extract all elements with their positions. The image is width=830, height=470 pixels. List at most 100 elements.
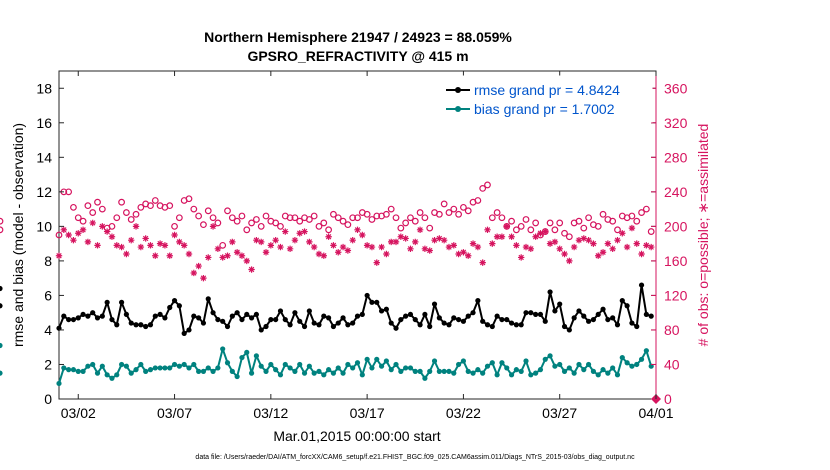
obs-assimilated-point bbox=[580, 235, 587, 242]
obs-assimilated-point bbox=[344, 247, 352, 254]
rmse-point bbox=[282, 316, 288, 323]
obs-assimilated-point bbox=[296, 230, 303, 237]
rmse-point bbox=[306, 308, 312, 314]
rmse-point bbox=[215, 316, 221, 323]
chart-subtitle: GPSRO_REFRACTIVITY @ 415 m bbox=[247, 48, 468, 64]
rmse-point bbox=[350, 320, 356, 326]
bias-point bbox=[61, 365, 67, 371]
obs-possible-point bbox=[147, 202, 154, 210]
bias-point bbox=[253, 353, 259, 359]
obs-possible-point bbox=[435, 210, 443, 218]
bias-point bbox=[518, 368, 524, 374]
bias-point bbox=[634, 361, 640, 368]
obs-possible-point bbox=[219, 241, 227, 249]
obs-assimilated-point bbox=[551, 238, 559, 246]
rmse-point bbox=[378, 308, 385, 314]
rmse-point bbox=[446, 322, 452, 328]
rmse-point bbox=[128, 320, 134, 326]
bias-point bbox=[528, 372, 534, 378]
rmse-point bbox=[157, 311, 163, 318]
obs-possible-point bbox=[460, 203, 467, 211]
obs-possible-point bbox=[614, 226, 621, 234]
rmse-point bbox=[186, 327, 192, 333]
bias-point bbox=[0, 370, 3, 376]
rmse-point bbox=[75, 315, 81, 321]
obs-possible-point bbox=[464, 207, 472, 215]
bias-point bbox=[364, 356, 370, 362]
bias-point bbox=[316, 368, 322, 374]
rmse-point bbox=[152, 313, 158, 319]
obs-assimilated-point bbox=[84, 238, 92, 246]
rmse-point bbox=[571, 315, 577, 321]
obs-assimilated-point bbox=[570, 243, 578, 251]
bias-point bbox=[186, 365, 192, 371]
x-tick-label: 03/12 bbox=[253, 405, 288, 421]
rmse-point bbox=[118, 299, 125, 305]
obs-assimilated-point bbox=[99, 223, 106, 230]
bias-point bbox=[504, 365, 510, 371]
bias-point bbox=[205, 365, 211, 371]
obs-possible-point bbox=[508, 217, 515, 225]
bias-point bbox=[619, 354, 625, 361]
bias-point bbox=[273, 367, 279, 373]
rmse-point bbox=[224, 323, 231, 330]
rmse-point bbox=[624, 303, 630, 309]
obs-possible-point bbox=[512, 226, 520, 234]
obs-possible-point bbox=[286, 214, 294, 222]
legend-rmse-marker bbox=[455, 87, 461, 93]
obs-possible-point bbox=[387, 205, 395, 213]
bias-point bbox=[109, 375, 115, 381]
bias-point bbox=[210, 368, 216, 374]
bias-point bbox=[56, 380, 62, 387]
obs-possible-point bbox=[339, 217, 347, 225]
obs-assimilated-point bbox=[412, 238, 419, 246]
bias-point bbox=[436, 368, 442, 374]
bias-point bbox=[441, 368, 447, 374]
y2-tick-label: 280 bbox=[664, 149, 688, 165]
bias-point bbox=[0, 342, 3, 349]
obs-possible-point bbox=[195, 212, 203, 220]
bias-point bbox=[104, 372, 110, 378]
obs-assimilated-point bbox=[335, 249, 342, 256]
bias-point bbox=[412, 368, 418, 374]
obs-possible-point bbox=[243, 226, 251, 234]
obs-assimilated-point bbox=[484, 226, 491, 234]
bias-point bbox=[234, 373, 240, 380]
rmse-point bbox=[287, 322, 293, 328]
rmse-point bbox=[412, 316, 418, 323]
rmse-point bbox=[595, 311, 601, 318]
obs-assimilated-point bbox=[229, 238, 236, 246]
obs-possible-point bbox=[310, 212, 318, 220]
obs-assimilated-point bbox=[517, 254, 525, 261]
rmse-point bbox=[263, 323, 269, 330]
bias-point bbox=[118, 361, 125, 368]
rmse-point bbox=[547, 289, 553, 295]
obs-assimilated-point bbox=[469, 240, 477, 247]
rmse-point bbox=[253, 311, 259, 318]
bias-point bbox=[196, 368, 202, 374]
bias-point bbox=[557, 361, 563, 368]
y2-axis-label: # of obs: o=possible; ∗=assimilated bbox=[695, 124, 711, 347]
bias-point bbox=[75, 368, 81, 374]
obs-assimilated-point bbox=[171, 231, 178, 239]
obs-possible-point bbox=[277, 222, 284, 230]
obs-assimilated-point bbox=[286, 245, 294, 253]
obs-assimilated-point bbox=[604, 240, 612, 247]
bias-point bbox=[330, 370, 337, 376]
bias-point bbox=[167, 365, 173, 371]
bias-point bbox=[326, 367, 332, 373]
bias-point bbox=[508, 372, 515, 378]
y-tick-label: 2 bbox=[44, 356, 52, 372]
obs-possible-point bbox=[132, 210, 140, 218]
obs-possible-point bbox=[565, 233, 573, 241]
obs-possible-point bbox=[325, 226, 333, 234]
bias-point bbox=[547, 353, 553, 359]
rmse-point bbox=[196, 315, 202, 321]
bias-point bbox=[287, 365, 293, 371]
obs-possible-point bbox=[151, 197, 159, 204]
obs-possible-point bbox=[204, 207, 212, 215]
obs-possible-point bbox=[609, 217, 617, 225]
rmse-point bbox=[109, 316, 115, 323]
obs-assimilated-point bbox=[614, 236, 621, 244]
bias-point bbox=[484, 363, 491, 369]
